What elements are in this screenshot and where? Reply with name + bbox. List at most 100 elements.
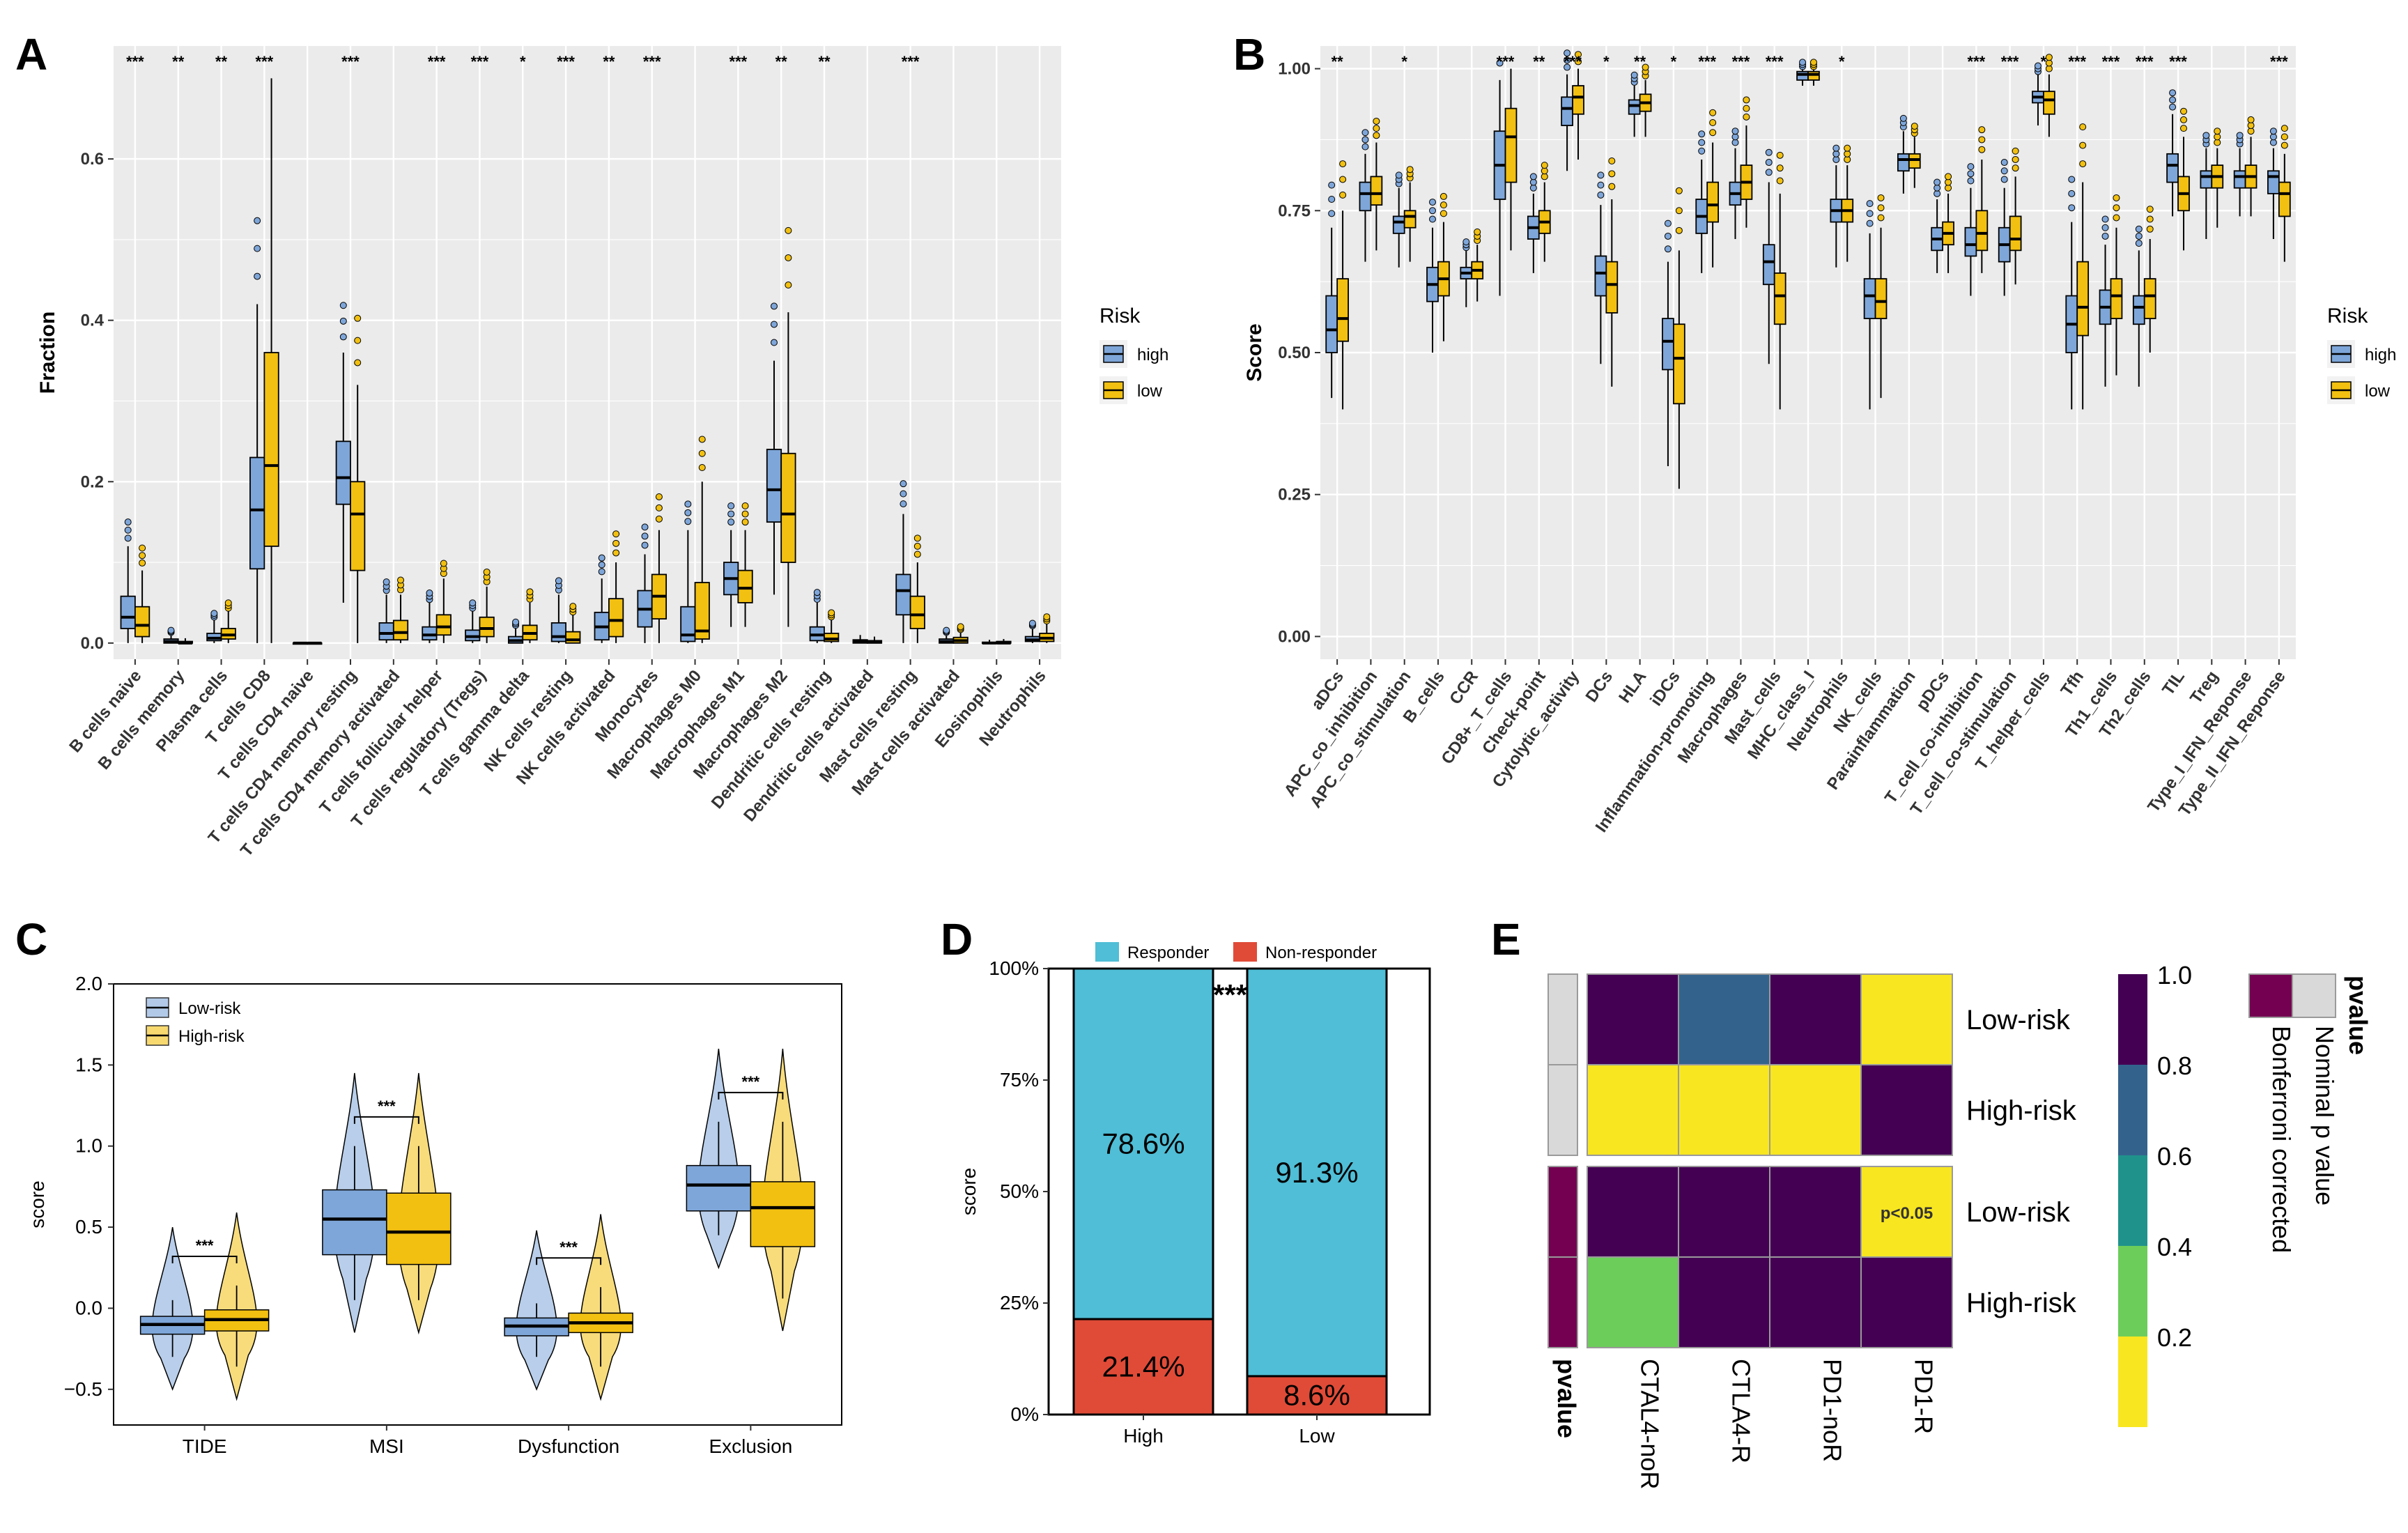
legend-label-high: high bbox=[1137, 346, 1168, 364]
high-box bbox=[2267, 170, 2280, 194]
significance-label: * bbox=[1839, 53, 1845, 70]
legend-label: Low-risk bbox=[178, 999, 241, 1018]
heatmap-cell bbox=[1587, 1064, 1679, 1156]
significance-label: *** bbox=[730, 53, 748, 70]
high-outlier bbox=[2169, 96, 2177, 104]
high-outlier bbox=[2135, 240, 2143, 247]
low-outlier bbox=[397, 576, 405, 584]
low-box bbox=[1336, 278, 1349, 342]
low-outlier bbox=[1373, 117, 1380, 125]
low_risk-box bbox=[322, 1189, 387, 1256]
high-outlier bbox=[2101, 224, 2109, 231]
panel-a-boxplot: 0.00.20.40.6***B cells naive**B cells me… bbox=[36, 46, 1168, 860]
low-outlier bbox=[1675, 226, 1683, 234]
high-outlier bbox=[1597, 171, 1605, 179]
low-outlier bbox=[655, 493, 663, 500]
x-tick-label: T cells CD4 memory activated bbox=[237, 667, 403, 861]
high-outlier bbox=[1597, 191, 1605, 199]
high-outlier bbox=[124, 518, 132, 526]
high-outlier bbox=[254, 272, 261, 280]
significance-label: *** bbox=[1968, 53, 1986, 70]
significance-label: *** bbox=[902, 53, 920, 70]
high-outlier bbox=[167, 626, 175, 634]
low-outlier bbox=[741, 510, 749, 518]
significance-label: * bbox=[1671, 53, 1677, 70]
y-tick-label: 0.6 bbox=[81, 150, 104, 169]
high-outlier bbox=[339, 333, 347, 341]
colorbar-segment bbox=[2118, 1246, 2147, 1336]
high-outlier bbox=[124, 534, 132, 542]
significance-label: *** bbox=[471, 53, 489, 70]
low-outlier bbox=[1642, 63, 1649, 71]
low-outlier bbox=[2280, 141, 2288, 149]
low-outlier bbox=[1373, 132, 1380, 139]
y-tick-label: 75% bbox=[1000, 1069, 1039, 1091]
low-outlier bbox=[655, 515, 663, 523]
pvalue-legend-label: Bonferroni corrected bbox=[2267, 1026, 2296, 1253]
high-outlier bbox=[1529, 173, 1537, 180]
high-box bbox=[1325, 295, 1338, 353]
high-box bbox=[2166, 153, 2179, 183]
low-outlier bbox=[483, 568, 491, 576]
low-box bbox=[2110, 278, 2123, 320]
low-box bbox=[1605, 261, 1619, 314]
low-outlier bbox=[2280, 133, 2288, 141]
significance-label: *** bbox=[196, 1237, 214, 1254]
low-outlier bbox=[2113, 214, 2120, 222]
high-outlier bbox=[641, 532, 649, 540]
high-outlier bbox=[1731, 128, 1739, 135]
bar-responder bbox=[1072, 967, 1214, 1320]
panel-label-e: E bbox=[1491, 914, 1521, 964]
low-outlier bbox=[1575, 51, 1582, 59]
high-outlier bbox=[555, 577, 562, 585]
significance-bracket bbox=[536, 1257, 602, 1265]
high-outlier bbox=[1564, 63, 1571, 71]
high-outlier bbox=[1361, 136, 1369, 144]
panel-label-d: D bbox=[941, 914, 973, 964]
significance-bracket bbox=[171, 1255, 238, 1263]
significance-label: *** bbox=[2169, 53, 2187, 70]
high-outlier bbox=[2169, 103, 2177, 111]
low-outlier bbox=[1474, 228, 1481, 236]
significance-label: *** bbox=[2270, 53, 2288, 70]
high-outlier bbox=[1967, 177, 1975, 185]
low-box bbox=[350, 481, 366, 571]
high-outlier bbox=[469, 599, 477, 607]
heatmap-cell bbox=[1769, 973, 1862, 1065]
low-outlier bbox=[1776, 151, 1784, 159]
low-outlier bbox=[354, 359, 362, 367]
high-outlier bbox=[1799, 59, 1807, 66]
high-outlier bbox=[1361, 143, 1369, 151]
low-outlier bbox=[1978, 126, 1986, 134]
low-outlier bbox=[2012, 155, 2019, 163]
low-outlier bbox=[1440, 192, 1447, 200]
low-box bbox=[2076, 261, 2090, 337]
significance-label: ** bbox=[603, 53, 615, 70]
low-box bbox=[608, 598, 624, 638]
high-outlier bbox=[1866, 219, 1874, 227]
row-label: Low-risk bbox=[1966, 1197, 2071, 1228]
significance-label: ** bbox=[818, 53, 831, 70]
significance-label: ** bbox=[1533, 53, 1545, 70]
significance-label: * bbox=[2041, 53, 2047, 70]
y-tick-label: −0.5 bbox=[64, 1378, 102, 1400]
legend-key-nonresponder bbox=[1233, 942, 1257, 962]
x-tick-label: Low bbox=[1299, 1425, 1335, 1447]
high-outlier bbox=[900, 480, 907, 488]
data-label-nonresponder: 21.4% bbox=[1102, 1350, 1184, 1383]
high-box bbox=[1796, 70, 1809, 81]
low-outlier bbox=[1675, 207, 1683, 215]
low-box bbox=[1975, 210, 1989, 252]
y-tick-label: 0.0 bbox=[75, 1297, 102, 1318]
panel-e-heatmap: Low-risk High-risk Low-risk High-risk p<0.05… bbox=[1548, 961, 2372, 1489]
low-box bbox=[909, 595, 925, 629]
row-label: Low-risk bbox=[1966, 1005, 2071, 1035]
high-outlier bbox=[727, 510, 735, 518]
low-box bbox=[263, 352, 279, 547]
high-outlier bbox=[1664, 219, 1672, 227]
low-outlier bbox=[224, 599, 232, 607]
low-box bbox=[2143, 278, 2156, 320]
low-box bbox=[435, 614, 452, 636]
high-outlier bbox=[641, 541, 649, 549]
